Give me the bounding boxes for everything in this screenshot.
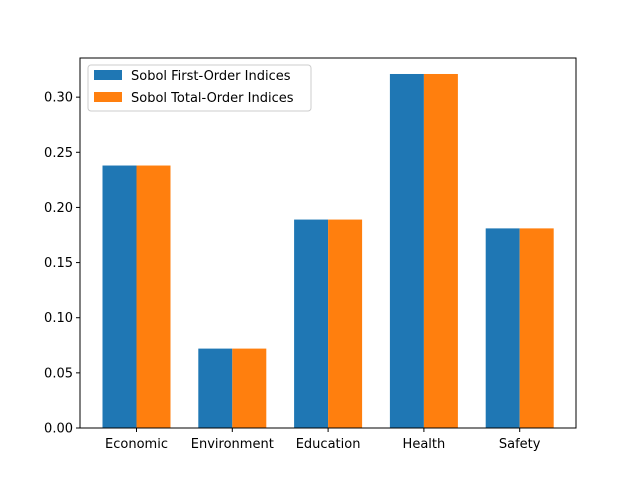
x-axis: Economic Environment Education Health Safety (105, 428, 541, 452)
bar-safety-series-1 (485, 228, 520, 428)
legend-label: Sobol First-Order Indices (131, 69, 291, 84)
bar-health-series-1 (389, 73, 424, 428)
legend-swatch (94, 70, 122, 80)
y-tick-label: 0.10 (44, 311, 73, 326)
y-tick-label: 0.15 (44, 256, 73, 271)
x-tick-label: Health (403, 437, 446, 452)
x-tick-label: Environment (191, 437, 274, 452)
bar-safety-series-2 (519, 228, 554, 428)
y-axis: 0.00 0.05 0.10 0.15 0.20 0.25 0.30 (44, 91, 80, 437)
x-tick-label: Education (296, 437, 361, 452)
bars-layer (102, 73, 554, 429)
y-tick-label: 0.30 (44, 91, 73, 106)
bar-economic-series-2 (136, 165, 171, 429)
y-tick-label: 0.25 (44, 146, 73, 161)
legend-label: Sobol Total-Order Indices (131, 91, 294, 106)
bar-education-series-2 (328, 219, 363, 428)
bar-health-series-2 (423, 73, 458, 428)
legend-box (87, 64, 312, 112)
bar-environment-series-2 (232, 348, 267, 428)
legend: Sobol First-Order Indices Sobol Total-Ord… (87, 64, 312, 112)
x-tick-label: Safety (499, 437, 541, 452)
y-tick-label: 0.05 (44, 366, 73, 381)
y-tick-label: 0.20 (44, 201, 73, 216)
legend-swatch (94, 92, 122, 102)
bar-economic-series-1 (102, 165, 137, 429)
y-tick-label: 0.00 (44, 422, 73, 437)
bar-environment-series-1 (198, 348, 233, 428)
x-tick-label: Economic (105, 437, 168, 452)
bar-education-series-1 (294, 219, 329, 428)
